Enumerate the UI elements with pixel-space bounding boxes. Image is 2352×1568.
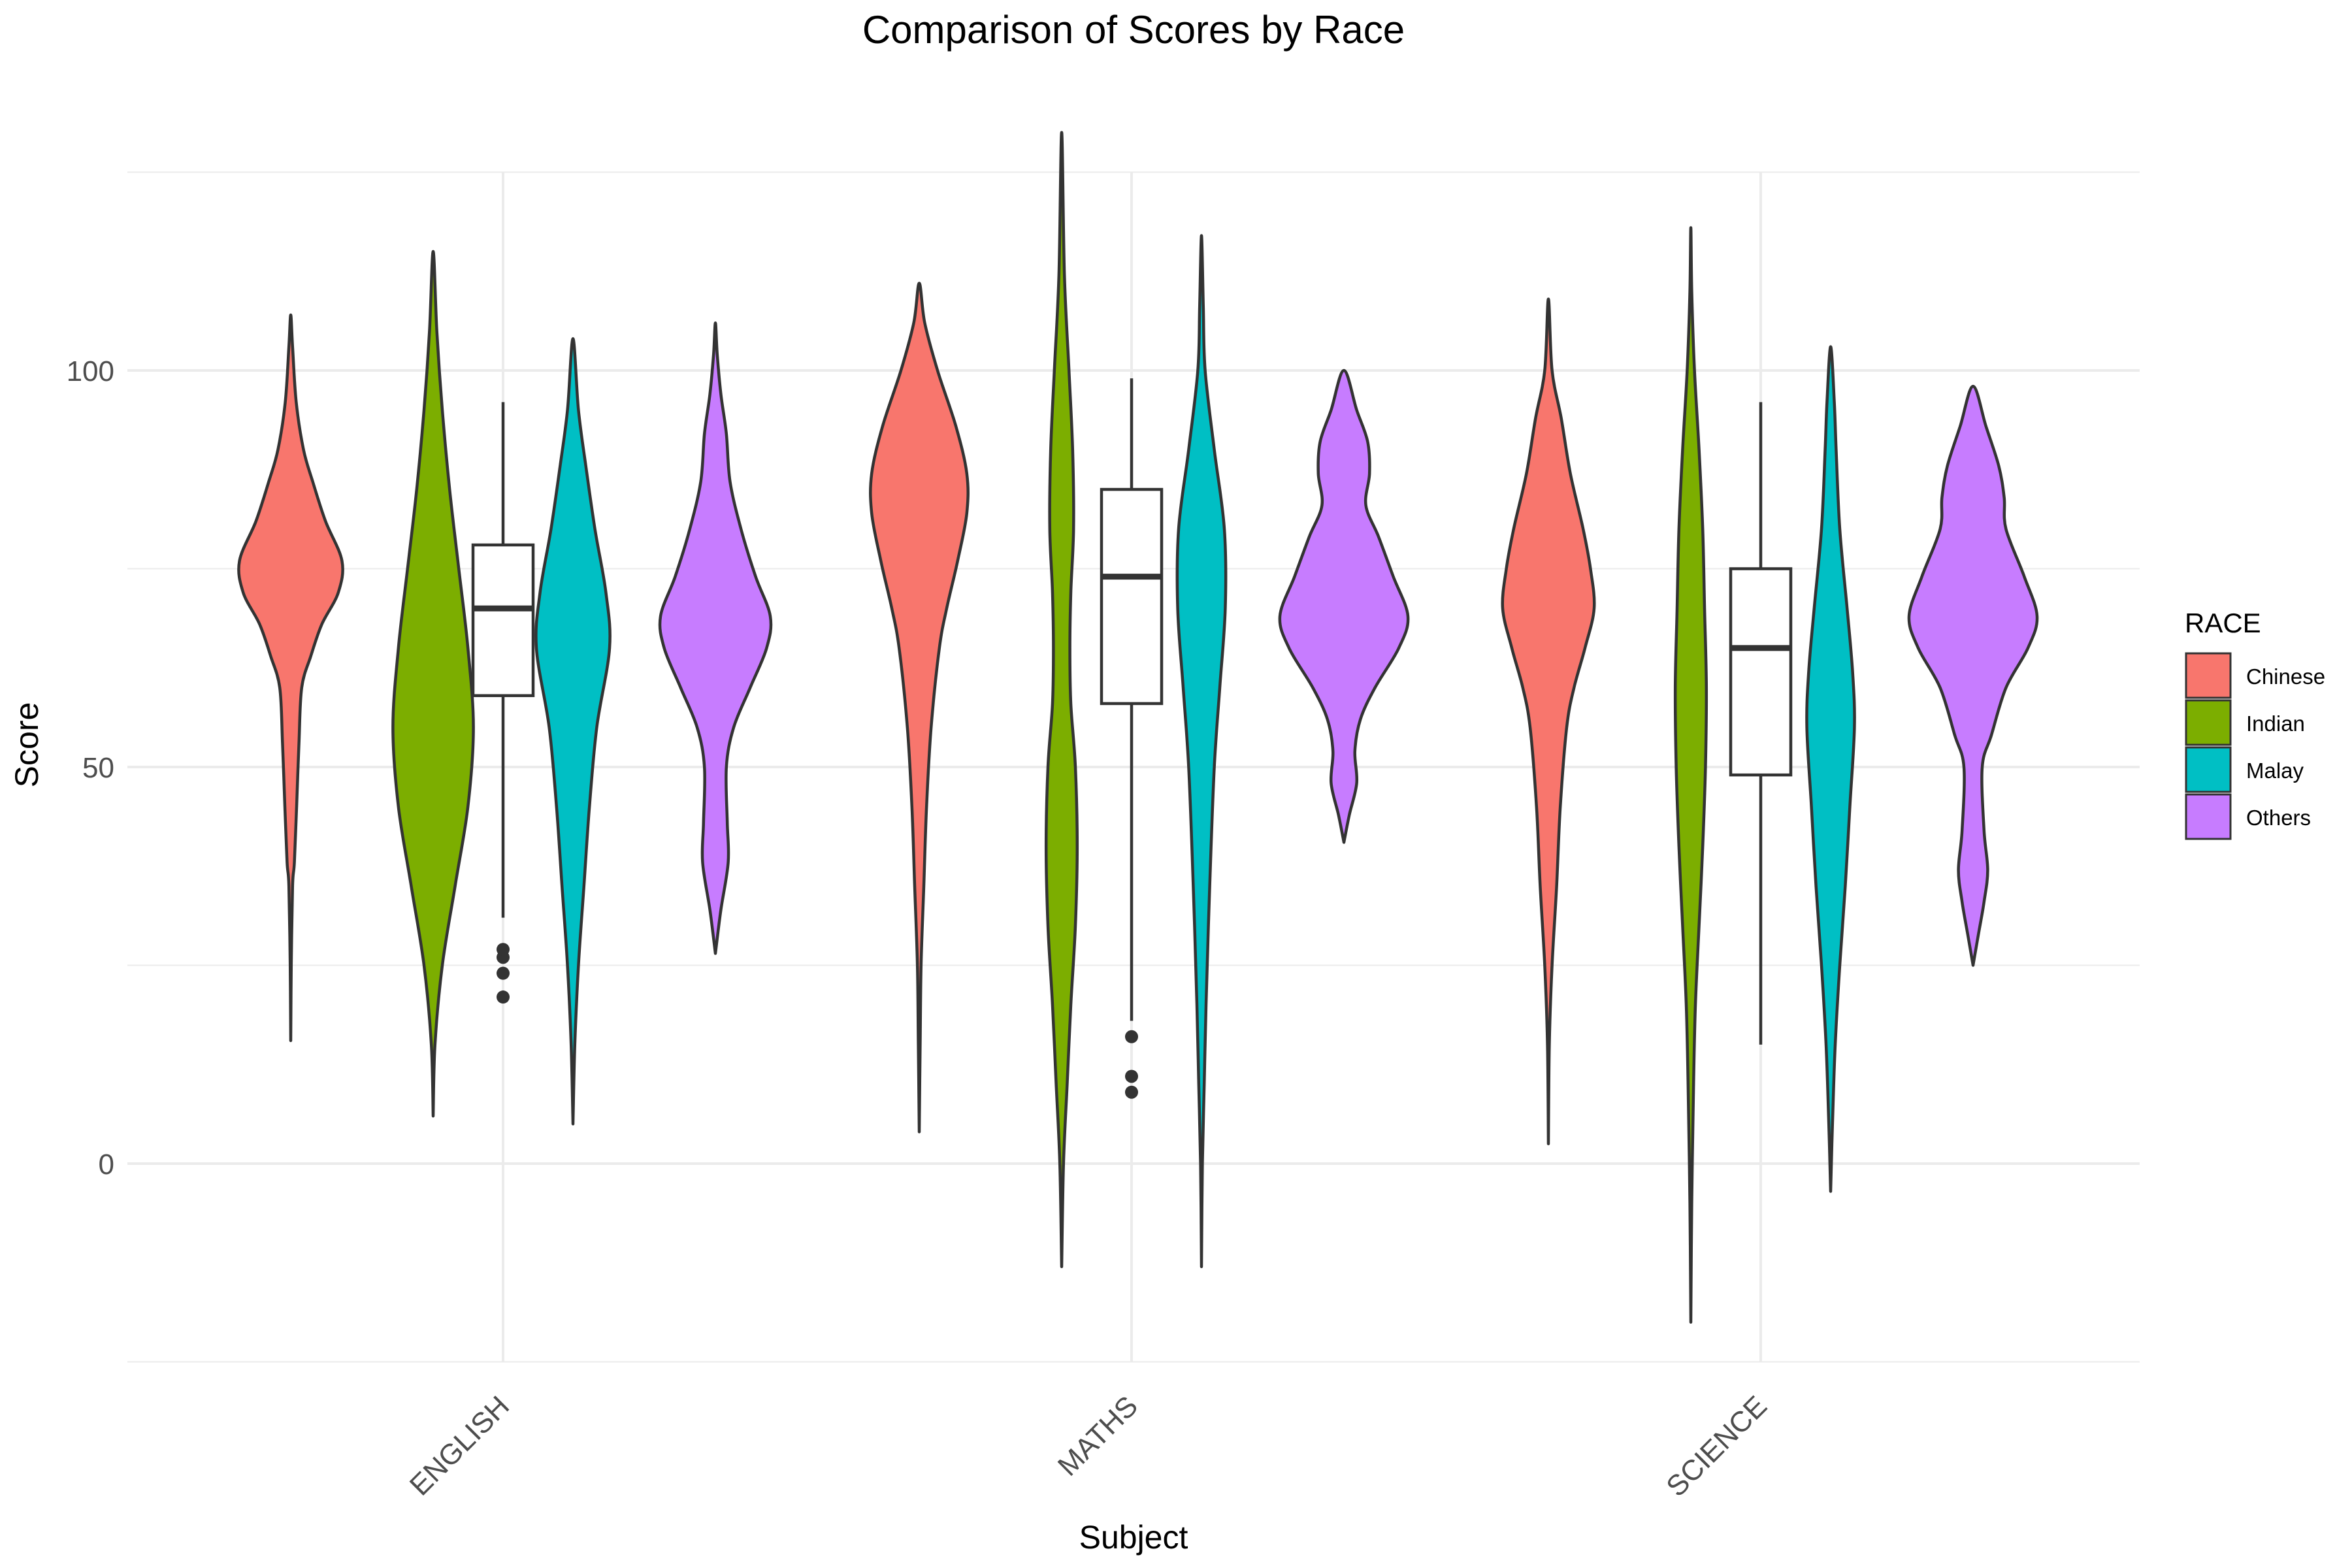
violin-english-others <box>658 321 773 955</box>
violin-maths-chinese <box>869 282 970 1134</box>
legend-label-others: Others <box>2246 806 2311 830</box>
y-tick-label: 100 <box>67 355 114 387</box>
legend: RACE Chinese Indian Malay Others <box>2185 608 2325 840</box>
legend-swatch-others <box>2185 793 2232 840</box>
violins <box>237 131 2039 1324</box>
y-axis-label: Score <box>8 702 45 788</box>
violin-english-malay <box>534 337 612 1126</box>
boxplot-outlier-english <box>497 990 510 1004</box>
violin-english-chinese <box>237 313 344 1043</box>
boxplot-outlier-english <box>497 966 510 980</box>
x-axis-label: Subject <box>1079 1519 1188 1556</box>
violin-maths-malay <box>1175 234 1228 1269</box>
boxplot-outlier-maths <box>1125 1085 1138 1099</box>
y-tick-label: 0 <box>99 1149 114 1181</box>
boxplot-outlier-english <box>497 943 510 956</box>
legend-label-chinese: Chinese <box>2246 664 2325 689</box>
boxplot-box-maths <box>1100 487 1164 706</box>
chart-title: Comparison of Scores by Race <box>862 8 1405 52</box>
boxplot-box-science <box>1729 567 1793 777</box>
violin-science-malay <box>1805 345 1856 1193</box>
legend-title: RACE <box>2185 608 2261 638</box>
legend-swatch-indian <box>2185 699 2232 746</box>
violin-maths-indian <box>1044 131 1079 1269</box>
violin-science-indian <box>1673 226 1708 1324</box>
boxplot-box-english <box>471 543 535 697</box>
violin-science-chinese <box>1501 297 1596 1145</box>
y-tick-label: 50 <box>82 752 114 784</box>
legend-swatch-malay <box>2185 746 2232 793</box>
boxplot-outlier-maths <box>1125 1070 1138 1083</box>
legend-label-malay: Malay <box>2246 759 2304 783</box>
violin-maths-others <box>1278 368 1410 844</box>
legend-swatch-chinese <box>2185 652 2232 699</box>
legend-label-indian: Indian <box>2246 711 2305 736</box>
violin-science-others <box>1907 385 2039 967</box>
boxplots <box>471 378 1793 1099</box>
violin-english-indian <box>391 250 475 1118</box>
boxplot-outlier-maths <box>1125 1030 1138 1043</box>
legend-entries: Chinese Indian Malay Others <box>2185 652 2325 840</box>
